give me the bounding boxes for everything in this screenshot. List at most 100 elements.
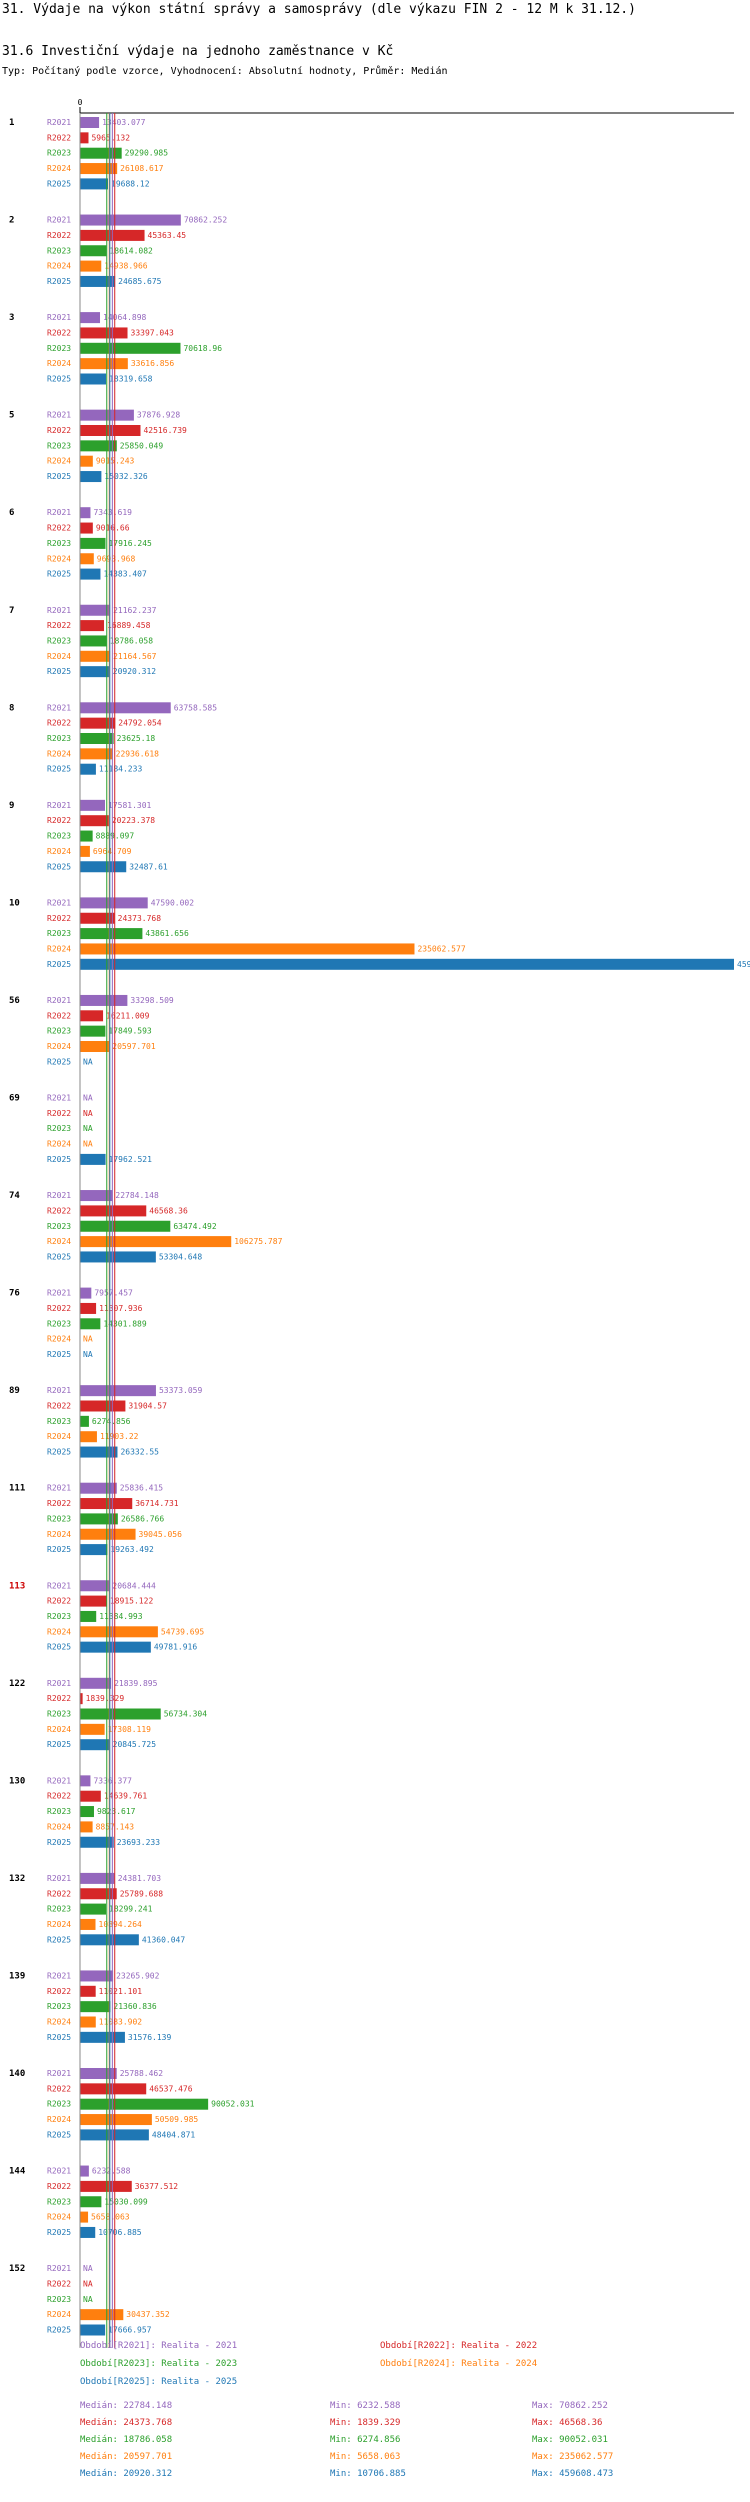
series-label: R2023 [47,2295,71,2304]
bar [80,733,114,744]
bar-value-label: 21164.567 [113,652,157,661]
series-label: R2025 [47,1545,71,1554]
bar-value-label: 14301.889 [103,1319,147,1328]
series-label: R2023 [47,344,71,353]
bar-value-label: 5965.132 [91,133,130,142]
bar [80,1010,104,1022]
series-label: R2025 [47,1057,71,1066]
series-label: R2023 [47,1710,71,1719]
bar [80,1220,171,1232]
bar-value-label: 36714.731 [135,1499,179,1508]
series-label: R2025 [47,667,71,676]
bar [80,620,105,632]
bar [80,2165,89,2177]
group-label: 2 [9,216,14,226]
stat-min: Min: 6232.588 [330,2401,400,2411]
bar [80,1415,89,1427]
bar-value-label: 43861.656 [145,929,189,938]
bar [80,1708,161,1720]
bar [80,1385,156,1397]
bar-value-label: 26586.766 [121,1514,165,1523]
series-label: R2024 [47,2115,71,2124]
series-label: R2022 [47,621,71,630]
bar-value-label: 15030.099 [104,2197,148,2206]
series-label: R2021 [47,216,71,225]
bar [80,2083,147,2095]
series-label: R2022 [47,426,71,435]
bar-value-label: 46537.476 [149,2084,193,2093]
bar-value-label: 46568.36 [149,1206,188,1215]
bar-value-label: NA [83,1350,93,1359]
page-title: 31. Výdaje na výkon státní správy a samo… [2,2,636,17]
group-label: 152 [9,2264,25,2274]
series-label: R2022 [47,1889,71,1898]
legend-item: Období[R2024]: Realita - 2024 [380,2359,537,2369]
series-label: R2024 [47,749,71,758]
group-label: 122 [9,1679,25,1689]
series-label: R2022 [47,816,71,825]
series-label: R2024 [47,359,71,368]
bar-value-label: 33616.856 [131,359,175,368]
legend-item: Období[R2025]: Realita - 2025 [80,2377,237,2387]
bar-value-label: 17962.521 [109,1155,153,1164]
bar [80,1287,92,1299]
bar-value-label: 13403.077 [102,118,146,127]
bar-value-label: NA [83,1109,93,1118]
bar [80,1872,115,1884]
series-label: R2025 [47,2130,71,2139]
series-label: R2023 [47,929,71,938]
series-label: R2021 [47,2069,71,2078]
bar [80,666,110,678]
bar-value-label: 17849.593 [108,1027,152,1036]
series-label: R2025 [47,472,71,481]
bar-value-label: 7957.457 [94,1289,133,1298]
bar [80,1544,108,1556]
bar-value-label: 106275.787 [234,1237,282,1246]
bar-value-label: 31576.139 [128,2033,172,2042]
series-label: R2023 [47,1222,71,1231]
series-label: R2023 [47,1905,71,1914]
bar-value-label: 32487.61 [129,862,168,871]
series-label: R2025 [47,1252,71,1261]
bar-value-label: 31904.57 [128,1402,167,1411]
bar-value-label: 21162.237 [113,606,157,615]
bar [80,260,102,272]
bar-value-label: 90052.031 [211,2100,255,2109]
bar [80,440,117,452]
bar [80,1205,147,1217]
group-label: 140 [9,2069,25,2079]
bar-value-label: 24381.703 [118,1874,162,1883]
bar [80,650,111,662]
bar [80,1236,232,1248]
group-label: 130 [9,1776,25,1786]
series-label: R2021 [47,1191,71,1200]
bar [80,928,143,940]
series-label: R2022 [47,231,71,240]
group-label: 10 [9,898,20,908]
bar [80,994,128,1006]
bar-value-label: NA [83,2295,93,2304]
bar-value-label: 17666.957 [108,2326,152,2335]
series-label: R2025 [47,960,71,969]
series-label: R2021 [47,411,71,420]
bar-value-label: 20223.378 [112,816,156,825]
group-label: 5 [9,411,14,421]
bar [80,117,100,128]
group-label: 111 [9,1484,25,1494]
series-label: R2023 [47,636,71,645]
bar-value-label: 23693.233 [117,1838,161,1847]
bar-value-label: 11307.936 [99,1304,143,1313]
bar [80,1041,110,1052]
group-label: 1 [9,118,14,128]
group-label: 139 [9,1971,25,1981]
series-label: R2021 [47,606,71,615]
bar [80,342,181,354]
bar [80,1775,91,1787]
bar [80,1446,118,1458]
series-label: R2023 [47,2197,71,2206]
bar [80,1918,96,1930]
bar [80,214,181,226]
bar [80,2098,209,2110]
bar [80,897,148,909]
